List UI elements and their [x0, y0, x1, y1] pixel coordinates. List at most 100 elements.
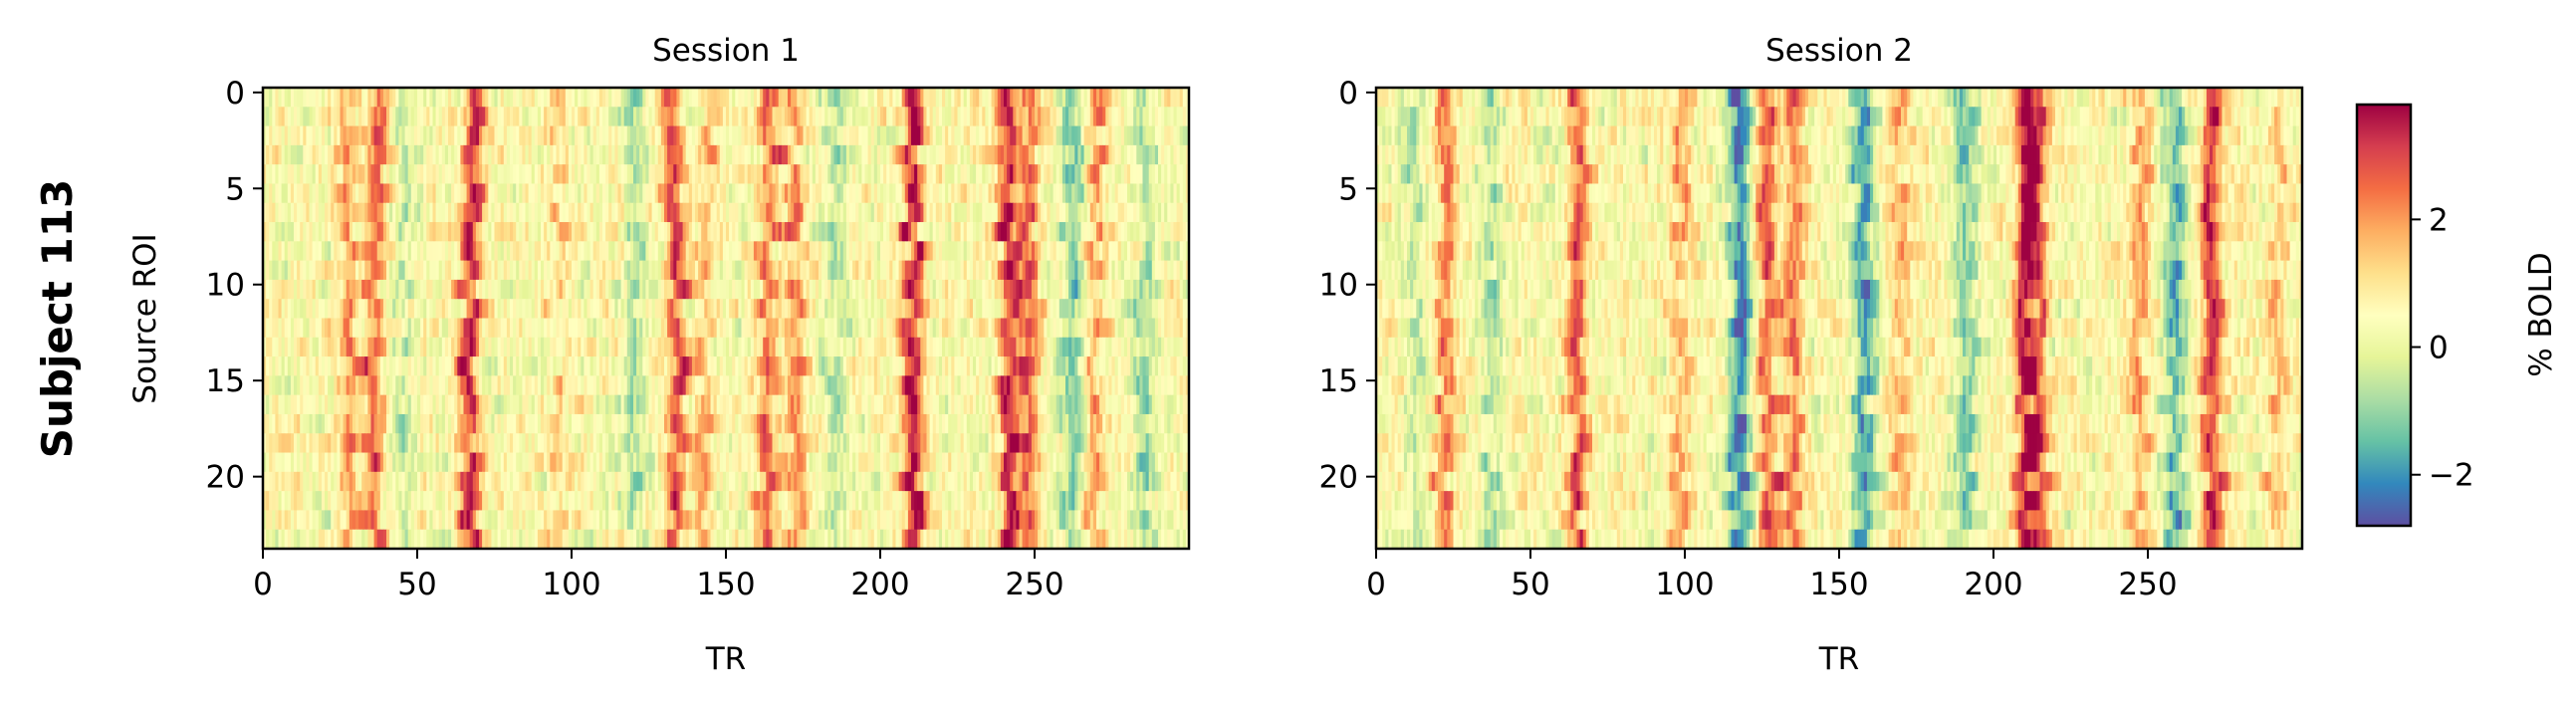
heatmap-cell	[1031, 202, 1036, 223]
heatmap-cell	[491, 222, 496, 242]
heatmap-cell	[963, 241, 968, 262]
heatmap-cell	[886, 202, 890, 223]
heatmap-cell	[753, 241, 758, 262]
heatmap-cell	[957, 222, 962, 242]
heatmap-cell	[1161, 144, 1165, 165]
heatmap-cell	[935, 107, 940, 127]
heatmap-cell	[976, 144, 980, 165]
heatmap-cell	[1086, 125, 1091, 146]
heatmap-cell	[895, 125, 900, 146]
heatmap-cell	[516, 260, 520, 281]
heatmap-cell	[469, 144, 474, 165]
heatmap-cell	[404, 107, 409, 127]
heatmap-cell	[722, 260, 727, 281]
heatmap-cell	[312, 241, 317, 262]
heatmap-cell	[870, 144, 875, 165]
heatmap-cell	[929, 202, 934, 223]
heatmap-cell	[824, 107, 828, 127]
heatmap-cell	[726, 183, 730, 204]
heatmap-cell	[303, 279, 307, 300]
heatmap-cell	[772, 107, 777, 127]
heatmap-cell	[639, 88, 643, 108]
heatmap-cell	[1004, 241, 1008, 262]
heatmap-cell	[654, 279, 659, 300]
heatmap-cell	[1007, 222, 1011, 242]
heatmap-cell	[1068, 88, 1072, 108]
heatmap-cell	[1053, 107, 1057, 127]
heatmap-cell	[917, 260, 921, 281]
heatmap-cell	[642, 88, 646, 108]
heatmap-cell	[294, 279, 298, 300]
heatmap-cell	[836, 222, 841, 242]
heatmap-cell	[883, 164, 887, 185]
heatmap-cell	[845, 279, 850, 300]
heatmap-cell	[1164, 260, 1168, 281]
heatmap-cell	[781, 107, 786, 127]
heatmap-cell	[827, 202, 831, 223]
heatmap-cell	[797, 279, 801, 300]
heatmap-cell	[454, 164, 458, 185]
heatmap-cell	[873, 164, 878, 185]
heatmap-cell	[454, 107, 458, 127]
heatmap-cell	[432, 88, 437, 108]
heatmap-cell	[321, 183, 326, 204]
heatmap-cell	[994, 125, 999, 146]
heatmap-cell	[528, 125, 533, 146]
heatmap-cell	[392, 183, 396, 204]
heatmap-cell	[522, 260, 527, 281]
heatmap-cell	[281, 164, 286, 185]
heatmap-cell	[426, 164, 430, 185]
heatmap-cell	[318, 88, 323, 108]
heatmap-cell	[278, 279, 283, 300]
heatmap-cell	[873, 202, 878, 223]
heatmap-cell	[898, 222, 903, 242]
heatmap-cell	[855, 241, 859, 262]
heatmap-cell	[448, 260, 452, 281]
heatmap-cell	[451, 202, 455, 223]
heatmap-cell	[303, 222, 307, 242]
heatmap-cell	[664, 241, 668, 262]
heatmap-cell	[361, 260, 365, 281]
heatmap-cell	[784, 202, 789, 223]
heatmap-cell	[503, 222, 508, 242]
heatmap-cell	[417, 222, 421, 242]
heatmap-cell	[488, 107, 492, 127]
heatmap-cell	[497, 279, 502, 300]
heatmap-cell	[1041, 260, 1045, 281]
heatmap-cell	[876, 202, 881, 223]
heatmap-cell	[976, 183, 980, 204]
heatmap-cell	[358, 241, 362, 262]
heatmap-cell	[794, 125, 798, 146]
heatmap-cell	[454, 125, 458, 146]
heatmap-cell	[741, 88, 746, 108]
heatmap-cell	[1061, 144, 1066, 165]
heatmap-cell	[349, 164, 353, 185]
heatmap-cell	[923, 125, 928, 146]
heatmap-cell	[503, 88, 508, 108]
heatmap-cell	[753, 222, 758, 242]
heatmap-cell	[1031, 183, 1036, 204]
heatmap-cell	[763, 241, 767, 262]
heatmap-cell	[791, 241, 795, 262]
heatmap-cell	[1025, 164, 1030, 185]
heatmap-cell	[578, 241, 582, 262]
heatmap-cell	[707, 144, 712, 165]
heatmap-cell	[300, 183, 304, 204]
heatmap-cell	[1096, 183, 1100, 204]
heatmap-cell	[541, 107, 545, 127]
heatmap-cell	[614, 279, 619, 300]
heatmap-cell	[584, 260, 588, 281]
heatmap-cell	[691, 202, 696, 223]
heatmap-cell	[300, 144, 304, 165]
heatmap-cell	[510, 241, 514, 262]
heatmap-cell	[429, 144, 434, 165]
heatmap-cell	[951, 107, 955, 127]
heatmap-cell	[318, 279, 323, 300]
heatmap-cell	[568, 88, 573, 108]
heatmap-cell	[389, 88, 393, 108]
heatmap-cell	[382, 279, 387, 300]
heatmap-cell	[960, 88, 965, 108]
heatmap-cell	[911, 183, 915, 204]
heatmap-cell	[1154, 144, 1159, 165]
heatmap-cell	[510, 202, 514, 223]
